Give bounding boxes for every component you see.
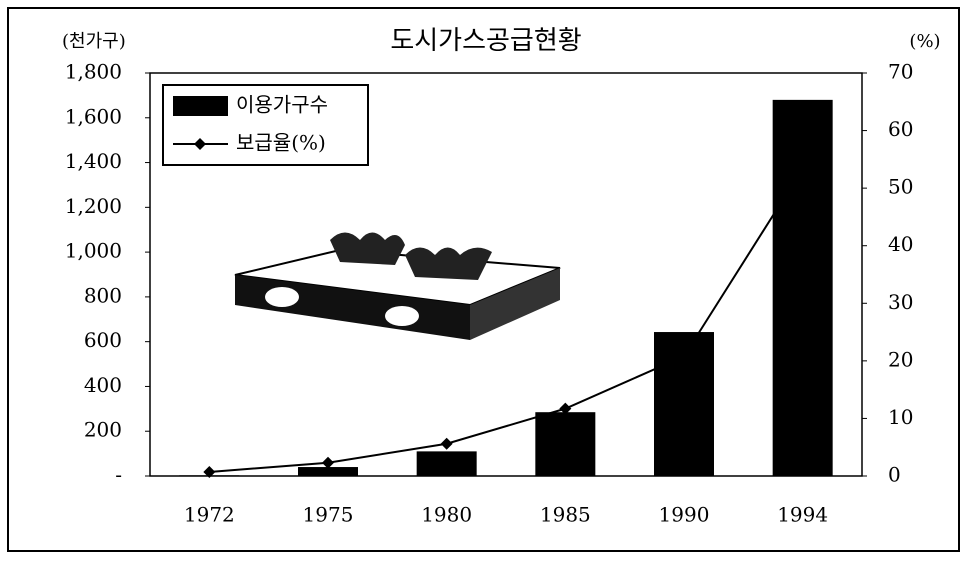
- y-tick-label: 1,600: [65, 104, 122, 128]
- y2-tick-label: 60: [888, 117, 913, 141]
- bar: [772, 99, 833, 476]
- chart-title: 도시가스공급현황: [390, 26, 581, 56]
- y2-tick-label: 40: [888, 232, 913, 256]
- y-tick-label: 200: [84, 418, 122, 442]
- y-tick-label: -: [115, 463, 122, 487]
- y-tick-label: 600: [84, 328, 122, 352]
- y-tick-label: 1,800: [65, 60, 122, 84]
- frame: [7, 7, 960, 552]
- x-tick-label: 1980: [421, 503, 472, 527]
- y2-tick-label: 50: [888, 175, 913, 199]
- legend-box: [162, 84, 369, 166]
- x-tick-label: 1985: [540, 503, 591, 527]
- y2-axis-unit: (%): [909, 31, 940, 52]
- y-axis-unit: (천가구): [62, 31, 126, 52]
- y2-tick-label: 20: [888, 347, 913, 371]
- x-tick-label: 1972: [184, 503, 235, 527]
- line-marker: [440, 437, 453, 450]
- y-tick-label: 1,000: [65, 239, 122, 263]
- legend-label: 보급율(%): [236, 131, 326, 155]
- x-tick-label: 1994: [777, 503, 828, 527]
- y-tick-label: 800: [84, 283, 122, 307]
- line: [209, 168, 804, 473]
- line-marker: [796, 162, 809, 175]
- bar: [535, 412, 596, 476]
- line-marker: [559, 402, 572, 415]
- line-marker: [678, 350, 690, 363]
- plot-area: [149, 72, 863, 477]
- y2-tick-label: 10: [888, 405, 913, 429]
- legend: [162, 84, 369, 166]
- x-tick-label: 1990: [659, 503, 710, 527]
- legend-swatch: [173, 96, 228, 116]
- y-tick-label: 400: [84, 373, 122, 397]
- legend-label: 이용가구수: [236, 93, 328, 117]
- line-marker: [203, 465, 216, 478]
- stove-illustration: [234, 232, 561, 340]
- legend-marker: [194, 138, 206, 150]
- line-marker: [322, 456, 334, 469]
- y2-tick-label: 70: [888, 60, 913, 84]
- y2-tick-label: 0: [888, 463, 901, 487]
- x-tick-label: 1975: [303, 503, 354, 527]
- y2-tick-label: 30: [888, 290, 913, 314]
- bar: [298, 467, 358, 476]
- bar: [416, 451, 477, 476]
- y-tick-label: 1,200: [65, 194, 122, 218]
- y-tick-label: 1,400: [65, 149, 122, 173]
